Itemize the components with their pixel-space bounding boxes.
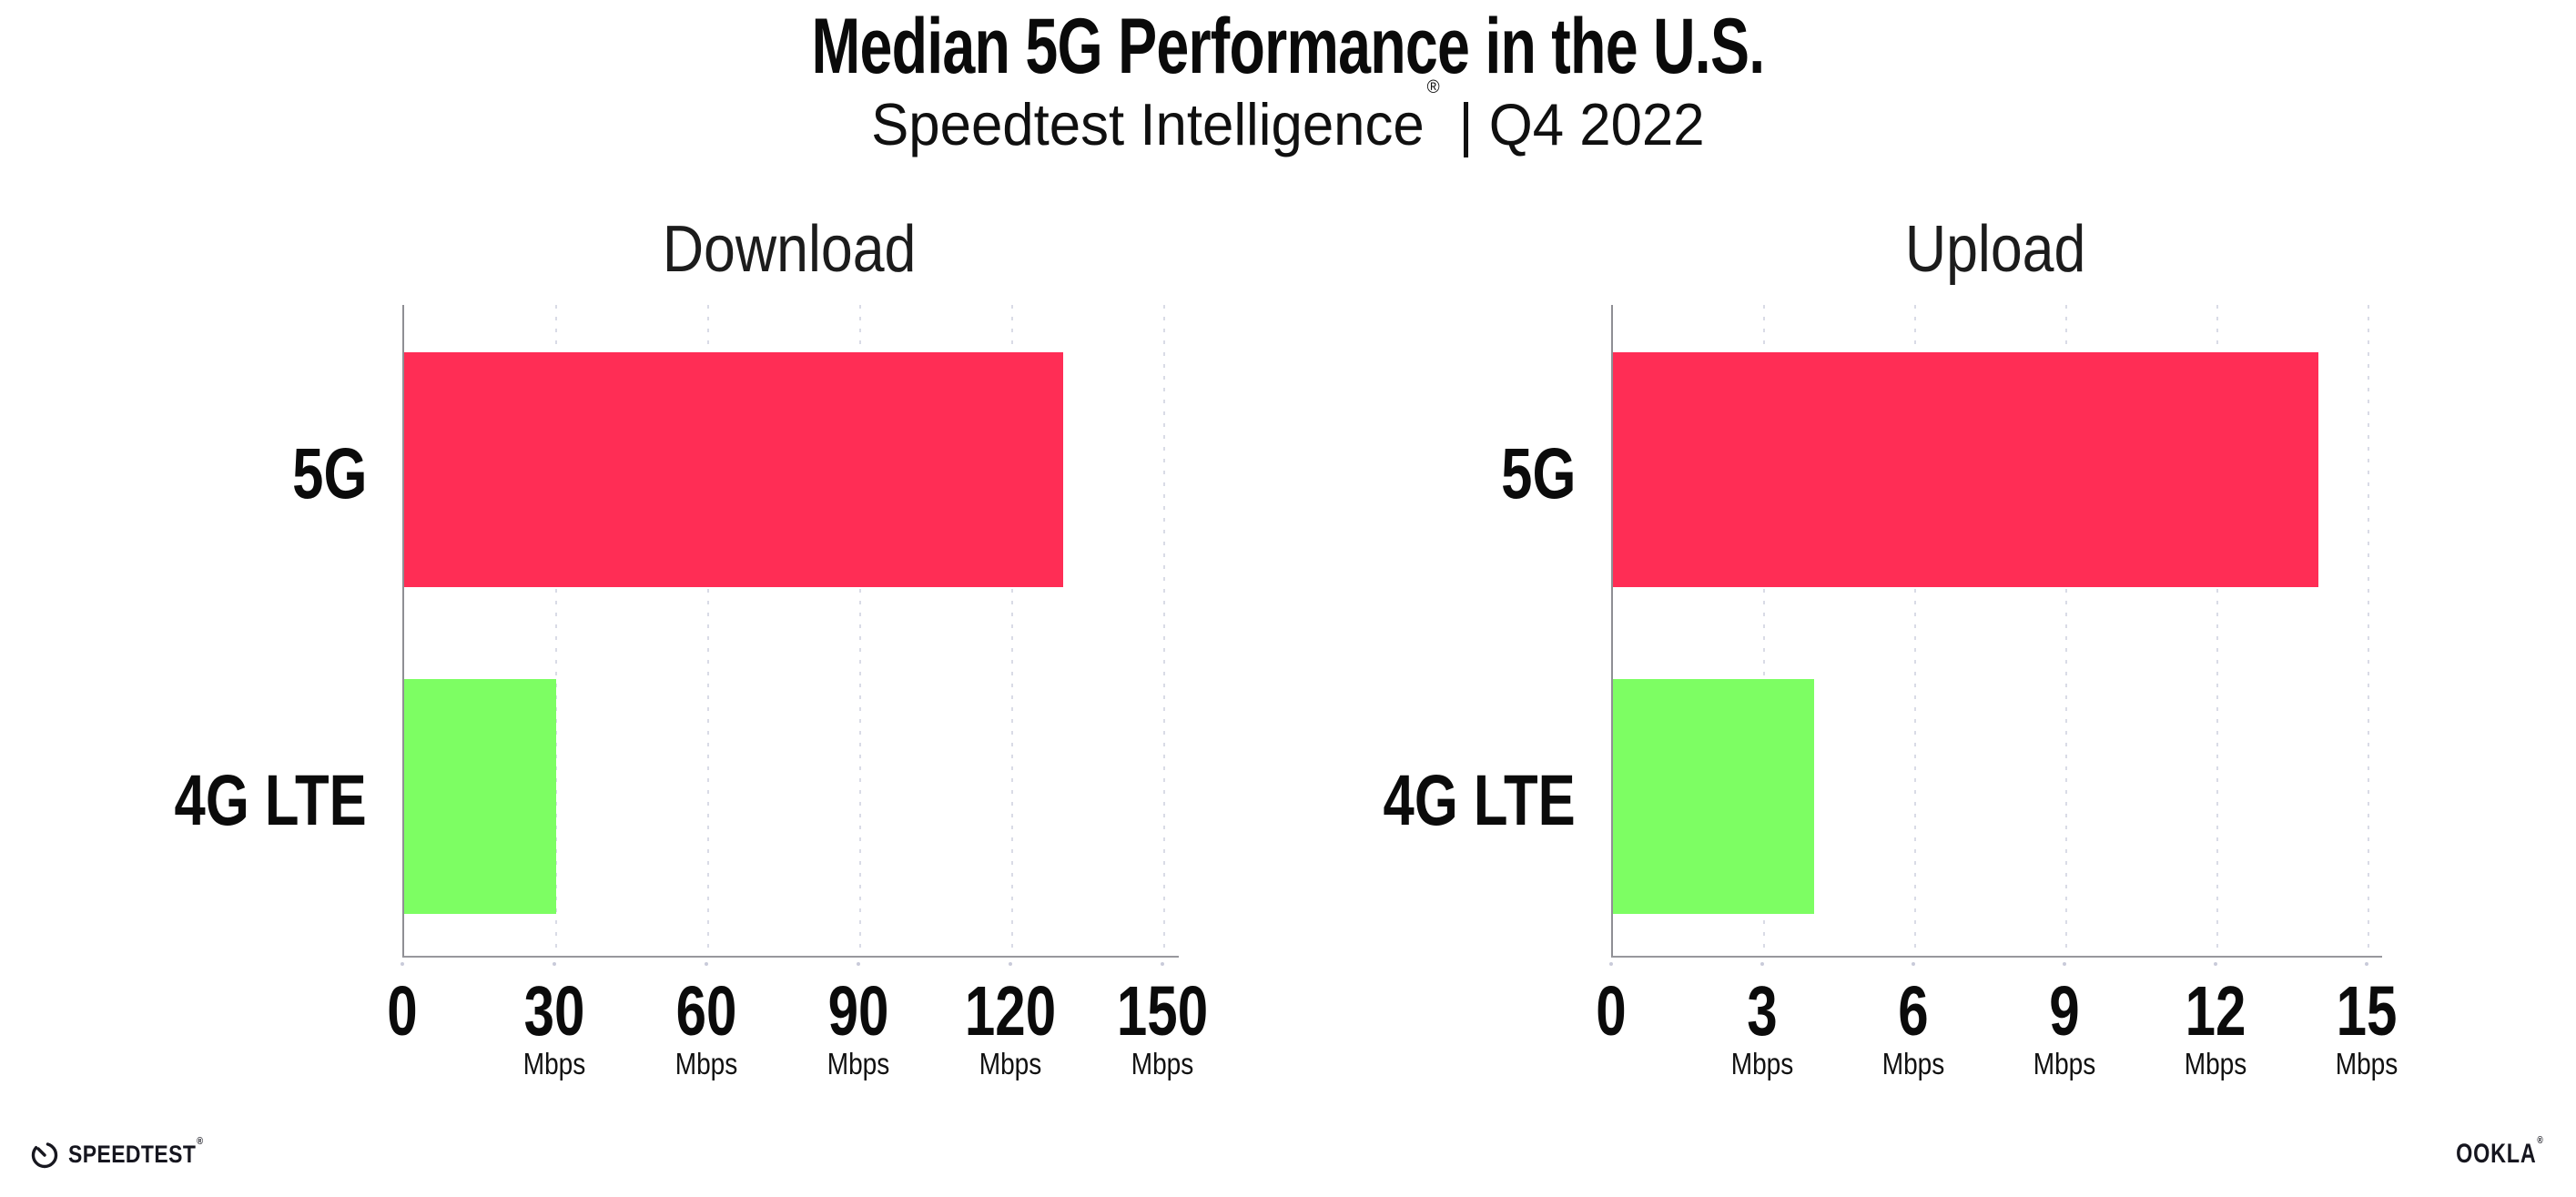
- x-tick-label-upload-0: 0: [1596, 972, 1627, 1050]
- gridline-download-30: [555, 305, 557, 956]
- gridline-upload-12: [2216, 305, 2218, 956]
- gridline-download-120: [1011, 305, 1013, 956]
- x-tick-label-upload-15: 15: [2336, 972, 2398, 1050]
- download-panel-title: Download: [663, 213, 917, 286]
- x-unit-label: Mbps: [674, 1047, 738, 1080]
- x-unit-label: Mbps: [2184, 1047, 2247, 1080]
- bar-4g-lte-download: [404, 679, 556, 914]
- axis-tick-dot: [1609, 962, 1613, 966]
- page-subtitle-text: Speedtest Intelligence® | Q4 2022: [871, 78, 1705, 154]
- gridline-download-60: [707, 305, 709, 956]
- axis-tick-dot: [705, 962, 708, 966]
- x-tick-label-download-30: 30: [523, 972, 585, 1050]
- upload-panel-title: Upload: [1905, 213, 2086, 286]
- x-tick-label-download-0: 0: [387, 972, 418, 1050]
- subtitle-brand: Speedtest Intelligence: [871, 91, 1425, 157]
- bar-5g-download: [404, 352, 1063, 587]
- subtitle-period: | Q4 2022: [1458, 91, 1705, 157]
- axis-tick-dot: [1009, 962, 1012, 966]
- x-unit-label: Mbps: [827, 1047, 890, 1080]
- axis-tick-dot: [857, 962, 860, 966]
- axis-tick-dot: [2063, 962, 2066, 966]
- x-unit-label: Mbps: [2335, 1047, 2399, 1080]
- x-tick-label-upload-9: 9: [2049, 972, 2080, 1050]
- page-subtitle: Speedtest Intelligence® | Q4 2022: [0, 78, 2576, 154]
- bar-4g-lte-upload: [1613, 679, 1814, 914]
- axis-tick-dot: [1161, 962, 1164, 966]
- x-tick-label-download-150: 150: [1116, 972, 1209, 1050]
- speedtest-gauge-icon: [31, 1141, 58, 1169]
- gridline-upload-6: [1914, 305, 1916, 956]
- x-tick-label-download-120: 120: [964, 972, 1057, 1050]
- gridline-download-90: [859, 305, 861, 956]
- gridline-upload-15: [2368, 305, 2369, 956]
- x-tick-label-download-60: 60: [675, 972, 737, 1050]
- bar-5g-upload: [1613, 352, 2318, 587]
- download-chart-plot: [402, 305, 1179, 958]
- x-unit-label: Mbps: [2033, 1047, 2096, 1080]
- axis-tick-dot: [2214, 962, 2217, 966]
- x-unit-label: Mbps: [1131, 1047, 1194, 1080]
- axis-tick-dot: [1912, 962, 1915, 966]
- x-tick-label-upload-6: 6: [1898, 972, 1929, 1050]
- gridline-upload-3: [1763, 305, 1765, 956]
- upload-chart-plot: [1611, 305, 2382, 958]
- x-tick-label-upload-12: 12: [2185, 972, 2246, 1050]
- speedtest-wordmark: SPEEDTEST®: [68, 1135, 204, 1168]
- x-unit-label: Mbps: [1881, 1047, 1945, 1080]
- axis-tick-dot: [2365, 962, 2368, 966]
- x-unit-label: Mbps: [522, 1047, 586, 1080]
- gridline-upload-9: [2065, 305, 2067, 956]
- x-unit-label: Mbps: [979, 1047, 1042, 1080]
- y-label-4g-lte-download: 4G LTE: [174, 758, 367, 840]
- axis-tick-dot: [1760, 962, 1764, 966]
- x-tick-label-upload-3: 3: [1747, 972, 1778, 1050]
- y-label-5g-upload: 5G: [1500, 431, 1576, 513]
- page-title: Median 5G Performance in the U.S.: [0, 7, 2576, 86]
- registered-mark: ®: [1426, 77, 1440, 98]
- ookla-logo: OOKLA®: [2431, 1135, 2543, 1169]
- y-label-4g-lte-upload: 4G LTE: [1383, 758, 1576, 840]
- x-unit-label: Mbps: [1730, 1047, 1794, 1080]
- axis-tick-dot: [553, 962, 556, 966]
- y-label-5g-download: 5G: [291, 431, 367, 513]
- speedtest-logo: SPEEDTEST®: [30, 1135, 228, 1171]
- x-tick-label-download-90: 90: [827, 972, 889, 1050]
- ookla-wordmark: OOKLA®: [2455, 1135, 2543, 1169]
- gridline-download-150: [1163, 305, 1165, 956]
- registered-mark-small: ®: [197, 1135, 204, 1147]
- registered-mark-small: ®: [2536, 1135, 2543, 1146]
- axis-tick-dot: [401, 962, 404, 966]
- page-title-text: Median 5G Performance in the U.S.: [811, 3, 1766, 90]
